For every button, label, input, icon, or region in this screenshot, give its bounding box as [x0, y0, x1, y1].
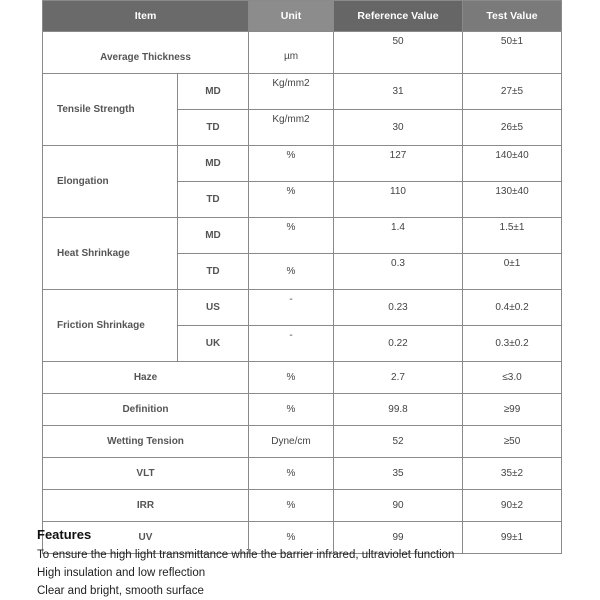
unit-cell: % [248, 145, 334, 182]
unit-cell: % [248, 217, 334, 254]
reference-cell: 30 [333, 109, 463, 146]
row-label: Average Thickness [42, 31, 249, 74]
reference-cell: 99.8 [333, 393, 463, 426]
table-row: Tensile Strength MD Kg/mm2 31 27±5 [42, 73, 562, 146]
row-label: Haze [42, 361, 249, 394]
table-row: IRR % 90 90±2 [42, 489, 562, 522]
unit-cell: Kg/mm2 [248, 109, 334, 146]
row-label: Elongation [42, 145, 178, 218]
reference-cell: 0.23 [333, 289, 463, 326]
unit-cell: Dyne/cm [248, 425, 334, 458]
table-row: Heat Shrinkage MD % 1.4 1.5±1 [42, 217, 562, 290]
reference-cell: 110 [333, 181, 463, 218]
unit-cell: % [248, 393, 334, 426]
sub-label: UK [177, 325, 249, 362]
unit-cell: Kg/mm2 [248, 73, 334, 110]
sub-label: TD [177, 181, 249, 218]
test-cell: 0.4±0.2 [462, 289, 562, 326]
header-test: Test Value [462, 0, 562, 32]
unit-cell: % [248, 489, 334, 522]
test-cell: 1.5±1 [462, 217, 562, 254]
test-cell: 130±40 [462, 181, 562, 218]
unit-cell: - [248, 289, 334, 326]
test-cell: 50±1 [462, 31, 562, 74]
reference-cell: 1.4 [333, 217, 463, 254]
unit-cell: % [248, 521, 334, 554]
table-row: UV % 99 99±1 [42, 521, 562, 554]
row-label: VLT [42, 457, 249, 490]
unit-cell: % [248, 457, 334, 490]
test-cell: 0±1 [462, 253, 562, 290]
unit-cell: % [248, 181, 334, 218]
unit-cell: µm [248, 31, 334, 74]
test-cell: ≥99 [462, 393, 562, 426]
table-row: Friction Shrinkage US - 0.23 0.4±0.2 [42, 289, 562, 362]
test-cell: 99±1 [462, 521, 562, 554]
row-label: IRR [42, 489, 249, 522]
unit-cell: - [248, 325, 334, 362]
table-row: UK - 0.22 0.3±0.2 [43, 325, 562, 362]
table-row: Haze % 2.7 ≤3.0 [42, 361, 562, 394]
row-label: Definition [42, 393, 249, 426]
test-cell: 90±2 [462, 489, 562, 522]
test-cell: 27±5 [462, 73, 562, 110]
test-cell: 35±2 [462, 457, 562, 490]
row-label: Friction Shrinkage [42, 289, 178, 362]
unit-cell: % [248, 361, 334, 394]
reference-cell: 0.22 [333, 325, 463, 362]
reference-cell: 52 [333, 425, 463, 458]
features-title: Features [37, 527, 92, 542]
table-row: Elongation MD % 127 140±40 [42, 145, 562, 218]
sub-label: US [177, 289, 249, 326]
sub-label: MD [177, 73, 249, 110]
sub-label: TD [177, 109, 249, 146]
header-reference: Reference Value [333, 0, 463, 32]
features-section: Features To ensure the high light transm… [37, 527, 454, 600]
unit-cell: % [248, 253, 334, 290]
test-cell: 0.3±0.2 [462, 325, 562, 362]
table-row: TD Kg/mm2 30 26±5 [43, 109, 562, 146]
table-row: TD % 0.3 0±1 [43, 253, 562, 290]
reference-cell: 2.7 [333, 361, 463, 394]
table-row: VLT % 35 35±2 [42, 457, 562, 490]
table-row: Definition % 99.8 ≥99 [42, 393, 562, 426]
row-label: Heat Shrinkage [42, 217, 178, 290]
row-label: Wetting Tension [42, 425, 249, 458]
test-cell: 140±40 [462, 145, 562, 182]
reference-cell: 31 [333, 73, 463, 110]
table-row: Average Thickness µm 50 50±1 [42, 31, 562, 74]
test-cell: ≤3.0 [462, 361, 562, 394]
reference-cell: 35 [333, 457, 463, 490]
feature-item: High insulation and low reflection [37, 567, 206, 579]
header-item: Item [42, 0, 249, 32]
feature-item: To ensure the high light transmittance w… [37, 549, 455, 561]
reference-cell: 50 [333, 31, 463, 74]
feature-item: Clear and bright, smooth surface [37, 585, 204, 597]
sub-label: MD [177, 145, 249, 182]
reference-cell: 0.3 [333, 253, 463, 290]
reference-cell: 127 [333, 145, 463, 182]
test-cell: 26±5 [462, 109, 562, 146]
sub-label: MD [177, 217, 249, 254]
test-cell: ≥50 [462, 425, 562, 458]
header-row: Item Unit Reference Value Test Value [42, 0, 562, 32]
row-label: UV [42, 521, 249, 554]
row-label: Tensile Strength [42, 73, 178, 146]
reference-cell: 99 [333, 521, 463, 554]
header-unit: Unit [248, 0, 334, 32]
sub-label: TD [177, 253, 249, 290]
reference-cell: 90 [333, 489, 463, 522]
specification-table: Item Unit Reference Value Test Value Ave… [42, 0, 562, 554]
table-row: Wetting Tension Dyne/cm 52 ≥50 [42, 425, 562, 458]
